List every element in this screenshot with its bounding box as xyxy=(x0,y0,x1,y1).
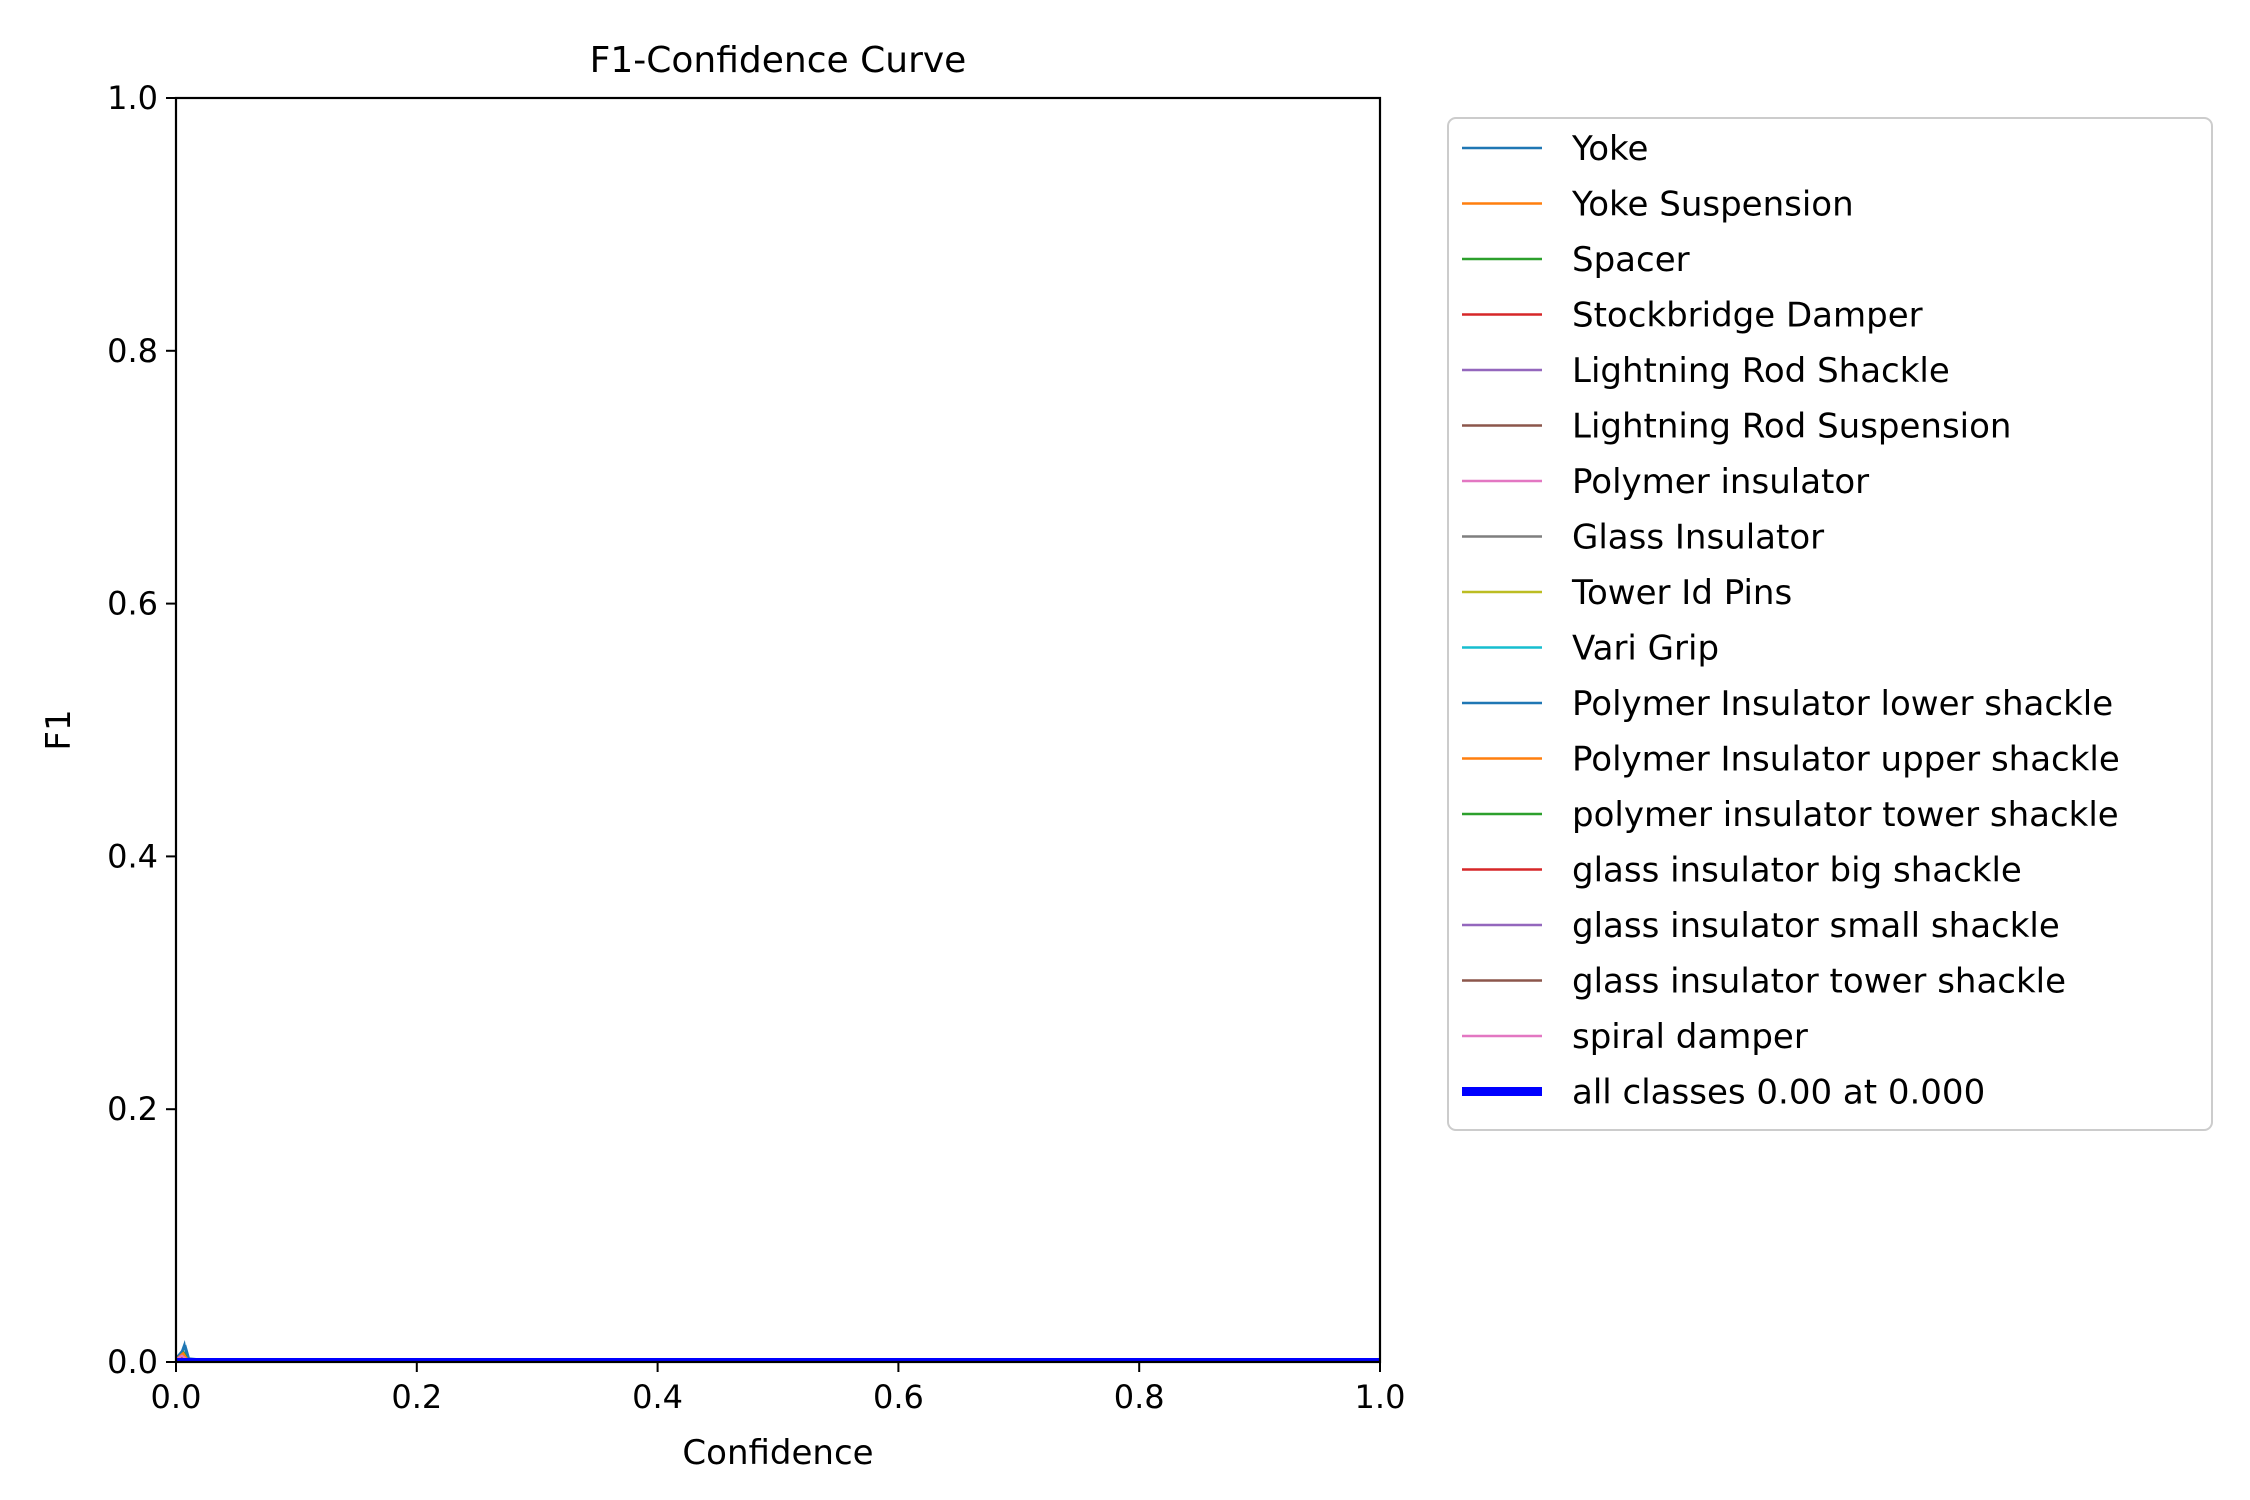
legend-label: Tower Id Pins xyxy=(1571,573,1792,613)
legend-label: Polymer insulator xyxy=(1572,462,1869,502)
legend-label: Vari Grip xyxy=(1572,629,1719,669)
legend-label: Spacer xyxy=(1572,240,1690,280)
y-tick-label: 0.2 xyxy=(107,1090,158,1128)
x-tick-label: 0.2 xyxy=(391,1378,442,1416)
chart-title: F1-Confidence Curve xyxy=(590,40,967,81)
legend-label: Yoke xyxy=(1571,129,1648,169)
legend-label: Stockbridge Damper xyxy=(1572,296,1923,336)
legend-label: all classes 0.00 at 0.000 xyxy=(1572,1073,1985,1113)
legend-label: glass insulator small shackle xyxy=(1572,906,2060,946)
x-tick-label: 0.4 xyxy=(632,1378,683,1416)
plot-area xyxy=(174,96,1382,1364)
x-tick-label: 1.0 xyxy=(1355,1378,1406,1416)
legend-label: Lightning Rod Shackle xyxy=(1572,351,1950,391)
legend-label: polymer insulator tower shackle xyxy=(1572,795,2119,835)
legend-label: Lightning Rod Suspension xyxy=(1572,407,2011,447)
x-tick-label: 0.0 xyxy=(151,1378,202,1416)
legend-label: spiral damper xyxy=(1572,1017,1808,1057)
legend-label: glass insulator big shackle xyxy=(1572,851,2022,891)
y-axis: 0.0 0.2 0.4 0.6 0.8 1.0 xyxy=(107,79,176,1381)
axes-frame xyxy=(174,96,1382,1364)
legend-label: Glass Insulator xyxy=(1572,518,1824,558)
legend-frame xyxy=(1447,117,2213,1131)
legend-label: Polymer Insulator lower shackle xyxy=(1572,684,2113,724)
x-tick-label: 0.8 xyxy=(1114,1378,1165,1416)
y-axis-label: F1 xyxy=(39,709,79,750)
y-tick-label: 0.6 xyxy=(107,585,158,623)
y-tick-label: 0.8 xyxy=(107,332,158,370)
y-tick-label: 1.0 xyxy=(107,79,158,117)
y-tick-label: 0.0 xyxy=(107,1343,158,1381)
legend: Yoke Yoke Suspension Spacer Stockbridge Dam… xyxy=(1447,117,2213,1131)
legend-label: Polymer Insulator upper shackle xyxy=(1572,740,2120,780)
x-axis-label: Confidence xyxy=(682,1433,873,1473)
x-axis: 0.0 0.2 0.4 0.6 0.8 1.0 xyxy=(151,1362,1406,1416)
x-tick-label: 0.6 xyxy=(873,1378,924,1416)
legend-label: Yoke Suspension xyxy=(1571,185,1854,225)
legend-label: glass insulator tower shackle xyxy=(1572,962,2066,1002)
y-tick-label: 0.4 xyxy=(107,837,158,875)
